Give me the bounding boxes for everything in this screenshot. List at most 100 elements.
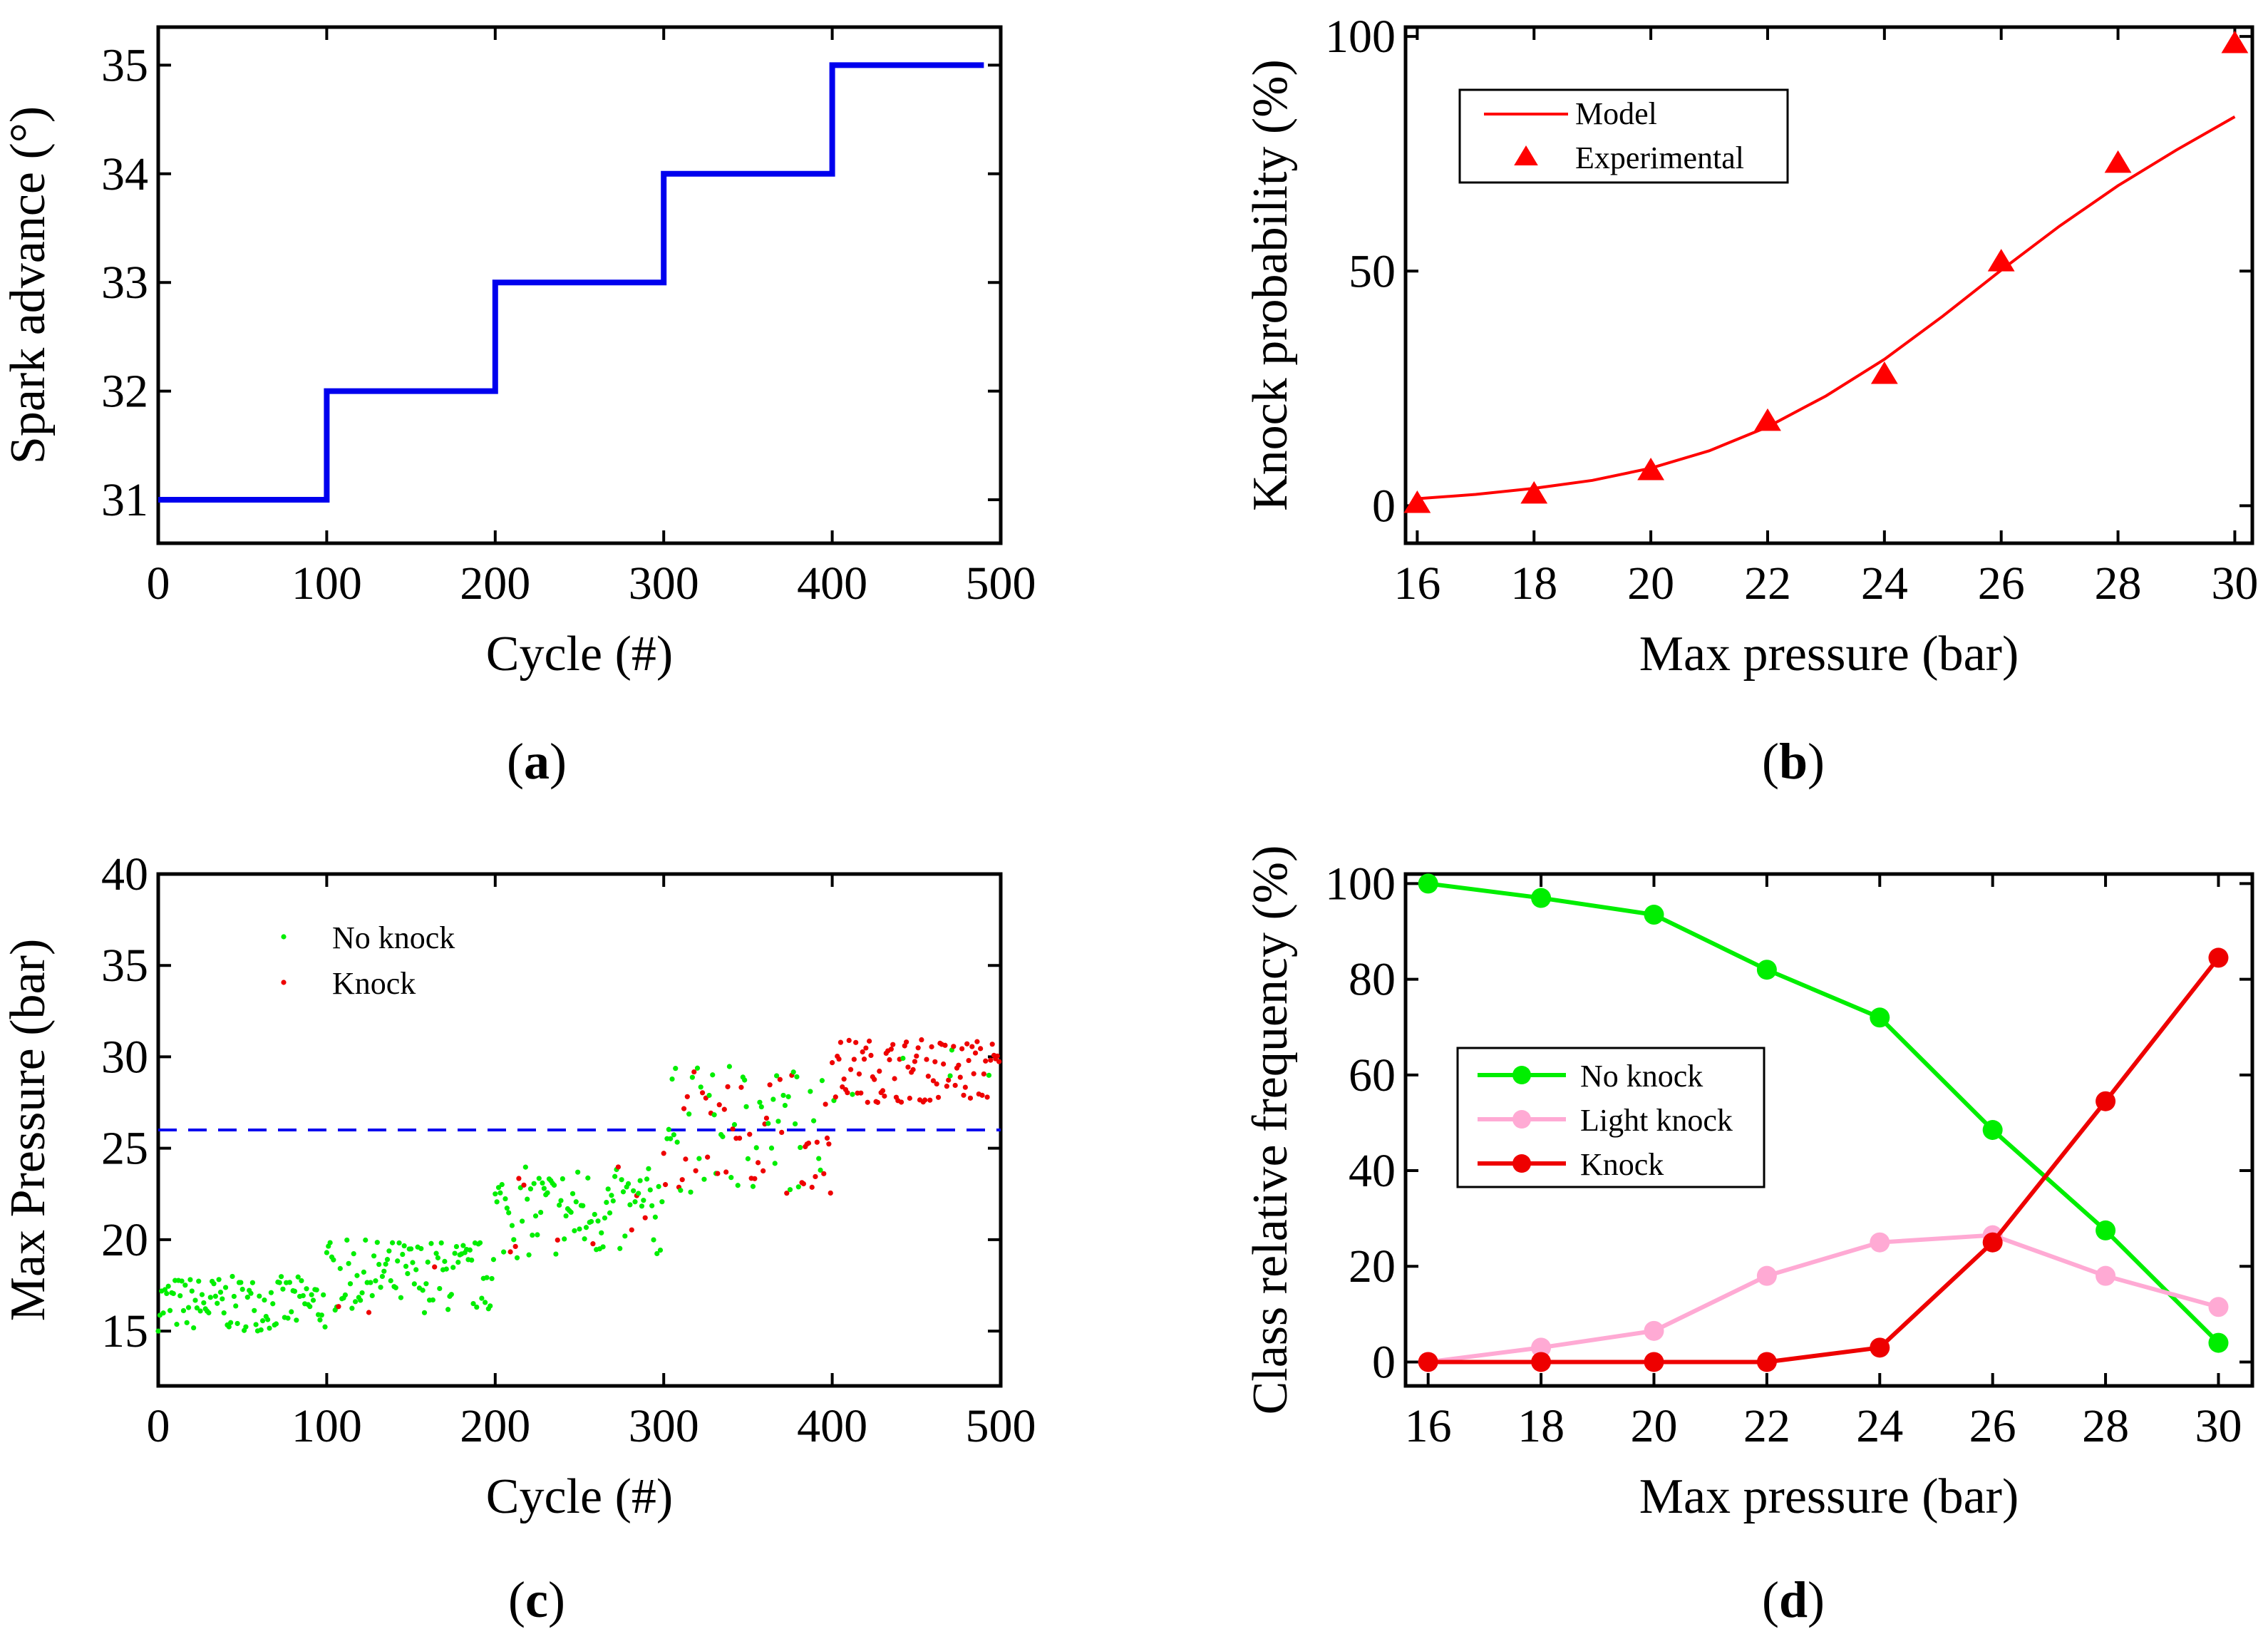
no-knock-point	[551, 1182, 557, 1188]
no-knock-point	[324, 1250, 329, 1255]
no-knock-point	[557, 1202, 562, 1208]
no-knock-point	[278, 1274, 284, 1280]
experimental-point	[1520, 481, 1548, 504]
no-knock-point	[319, 1312, 324, 1318]
panel-1-x-tick-label: 30	[2211, 557, 2258, 610]
knock-point	[507, 1249, 513, 1255]
no-knock-point	[688, 1189, 694, 1195]
no-knock-point	[656, 1183, 661, 1189]
experimental-point	[2221, 31, 2249, 53]
no-knock-point	[191, 1325, 197, 1331]
no-knock-point	[479, 1295, 485, 1301]
knock-point	[1418, 1352, 1438, 1372]
no-knock-point	[381, 1268, 387, 1274]
no-knock-point	[947, 1073, 953, 1079]
no-knock-point	[435, 1255, 441, 1260]
knock-point	[972, 1050, 979, 1056]
no-knock-point	[743, 1104, 749, 1109]
no-knock-point	[514, 1255, 520, 1260]
knock-point	[984, 1094, 990, 1100]
knock-point	[969, 1044, 975, 1049]
no-knock-point	[819, 1078, 825, 1084]
no-knock-point	[199, 1292, 205, 1297]
knock-point	[964, 1041, 970, 1047]
knock-point	[907, 1095, 912, 1101]
knock-point	[777, 1076, 783, 1082]
knock-point	[922, 1097, 928, 1103]
no-knock-point	[349, 1305, 355, 1311]
no-knock-point	[532, 1213, 539, 1219]
knock-point	[951, 1044, 957, 1049]
panel-1-x-tick-label: 24	[1861, 557, 1908, 610]
knock-point	[691, 1069, 697, 1075]
knock-point	[836, 1056, 842, 1062]
panel-1-x-tick-label: 22	[1744, 557, 1791, 610]
knock-point	[860, 1049, 865, 1055]
no-knock-point	[228, 1320, 234, 1325]
panel-b-legend-box	[1458, 88, 1789, 184]
no-knock-point	[536, 1176, 542, 1181]
knock-point	[738, 1084, 744, 1090]
no-knock-point	[197, 1308, 203, 1314]
knock-point	[946, 1077, 952, 1083]
knock-point	[989, 1042, 995, 1047]
no-knock-point	[231, 1293, 237, 1300]
panel-2-y-tick-label: 35	[101, 940, 148, 992]
no-knock-point	[494, 1199, 500, 1205]
no-knock-point	[490, 1257, 497, 1263]
panel-0-y-tick-label: 33	[101, 257, 148, 309]
panel-d: 16 18 20 22 24 26 28 30 0 20 40 60 80 100 Max pressure…	[1243, 846, 2254, 1628]
no-knock-point	[770, 1096, 776, 1102]
no-knock-point	[376, 1261, 382, 1268]
legend-knock-label: Knock	[1580, 1147, 1664, 1182]
spark-advance-step-line	[158, 62, 984, 503]
no-knock-point	[753, 1145, 759, 1151]
no-knock-point	[267, 1325, 272, 1331]
knock-point	[863, 1045, 869, 1051]
knock-point	[974, 1039, 980, 1044]
knock-point	[996, 1059, 1002, 1064]
no-knock-point	[573, 1199, 579, 1205]
no-knock-point	[182, 1283, 188, 1288]
no-knock-point	[711, 1112, 717, 1118]
no-knock-point	[307, 1304, 313, 1310]
no-knock-point	[170, 1290, 176, 1297]
experimental-point	[1637, 457, 1665, 481]
no-knock-point	[535, 1232, 540, 1238]
no-knock-point	[757, 1099, 763, 1105]
no-knock-point	[185, 1305, 192, 1310]
no-knock-point	[469, 1258, 475, 1263]
no-knock-point	[265, 1317, 271, 1322]
no-knock-point	[368, 1280, 373, 1285]
no-knock-point	[726, 1064, 732, 1069]
no-knock-point	[488, 1303, 493, 1309]
no-knock-point	[816, 1156, 822, 1161]
knock-point	[959, 1046, 965, 1052]
knock-point	[914, 1053, 919, 1059]
knock-point	[846, 1037, 852, 1044]
no-knock-point	[248, 1290, 254, 1296]
panel-3-y-tick-label: 40	[1349, 1145, 1396, 1197]
no-knock-point	[401, 1243, 407, 1249]
no-knock-point	[363, 1237, 368, 1243]
knock-point	[934, 1081, 939, 1087]
no-knock-point	[768, 1145, 775, 1151]
no-knock-point	[538, 1209, 544, 1216]
panel-0-y-tick-label: 35	[101, 39, 148, 91]
no-knock-point	[612, 1173, 618, 1179]
knock-point	[721, 1106, 727, 1112]
panel-3-y-tick-label: 60	[1349, 1049, 1396, 1101]
no-knock-point	[437, 1285, 443, 1292]
no-knock-point	[773, 1073, 780, 1079]
no-knock-point	[321, 1292, 326, 1297]
knock-point	[1756, 1352, 1777, 1372]
knock-point	[880, 1088, 886, 1094]
knock-point	[905, 1064, 911, 1070]
no-knock-point	[259, 1317, 266, 1324]
no-knock-point	[389, 1240, 396, 1245]
no-knock-point	[189, 1288, 195, 1294]
model-curve	[1417, 115, 2236, 500]
knock-point	[887, 1057, 892, 1063]
knock-point	[875, 1099, 881, 1105]
no-knock-point	[467, 1247, 473, 1253]
